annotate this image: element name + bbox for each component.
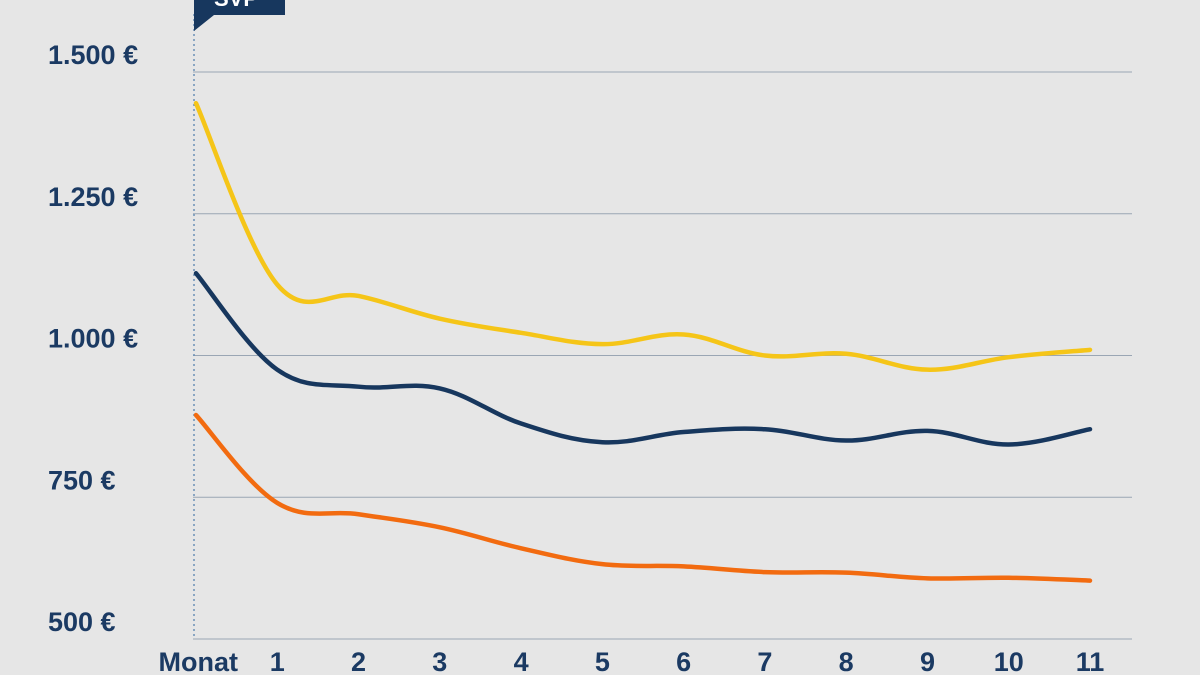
x-tick-label: 1 — [270, 647, 285, 675]
y-tick-label: 500 € — [48, 607, 116, 637]
x-tick-label: 4 — [514, 647, 529, 675]
series-line-2 — [193, 271, 1093, 447]
x-tick-label: 5 — [595, 647, 610, 675]
series-lines — [193, 100, 1093, 583]
x-tick-label: 6 — [676, 647, 691, 675]
y-axis-tick-labels: 1.500 € 1.250 € 1.000 € 750 € 500 € — [48, 40, 138, 637]
y-tick-label: 750 € — [48, 465, 116, 495]
x-tick-label: 3 — [432, 647, 447, 675]
x-tick-label: 2 — [351, 647, 366, 675]
x-tick-label: Monat — [159, 647, 238, 675]
y-tick-label: 1.500 € — [48, 40, 138, 70]
x-tick-label: 9 — [920, 647, 935, 675]
svp-marker: SVP — [193, 0, 285, 639]
y-tick-label: 1.250 € — [48, 182, 138, 212]
gridlines — [193, 71, 1132, 640]
x-axis-tick-labels: Monat 1 2 3 4 5 6 7 8 9 10 11 — [159, 647, 1105, 675]
series-line-3 — [193, 412, 1093, 583]
svp-marker-flag — [194, 0, 285, 31]
y-tick-label: 1.000 € — [48, 324, 138, 354]
series-line-1 — [193, 100, 1093, 372]
svp-marker-label: SVP — [214, 0, 258, 11]
x-tick-label: 10 — [994, 647, 1024, 675]
x-tick-label: 7 — [757, 647, 772, 675]
x-tick-label: 8 — [839, 647, 854, 675]
x-tick-label: 11 — [1076, 647, 1105, 675]
